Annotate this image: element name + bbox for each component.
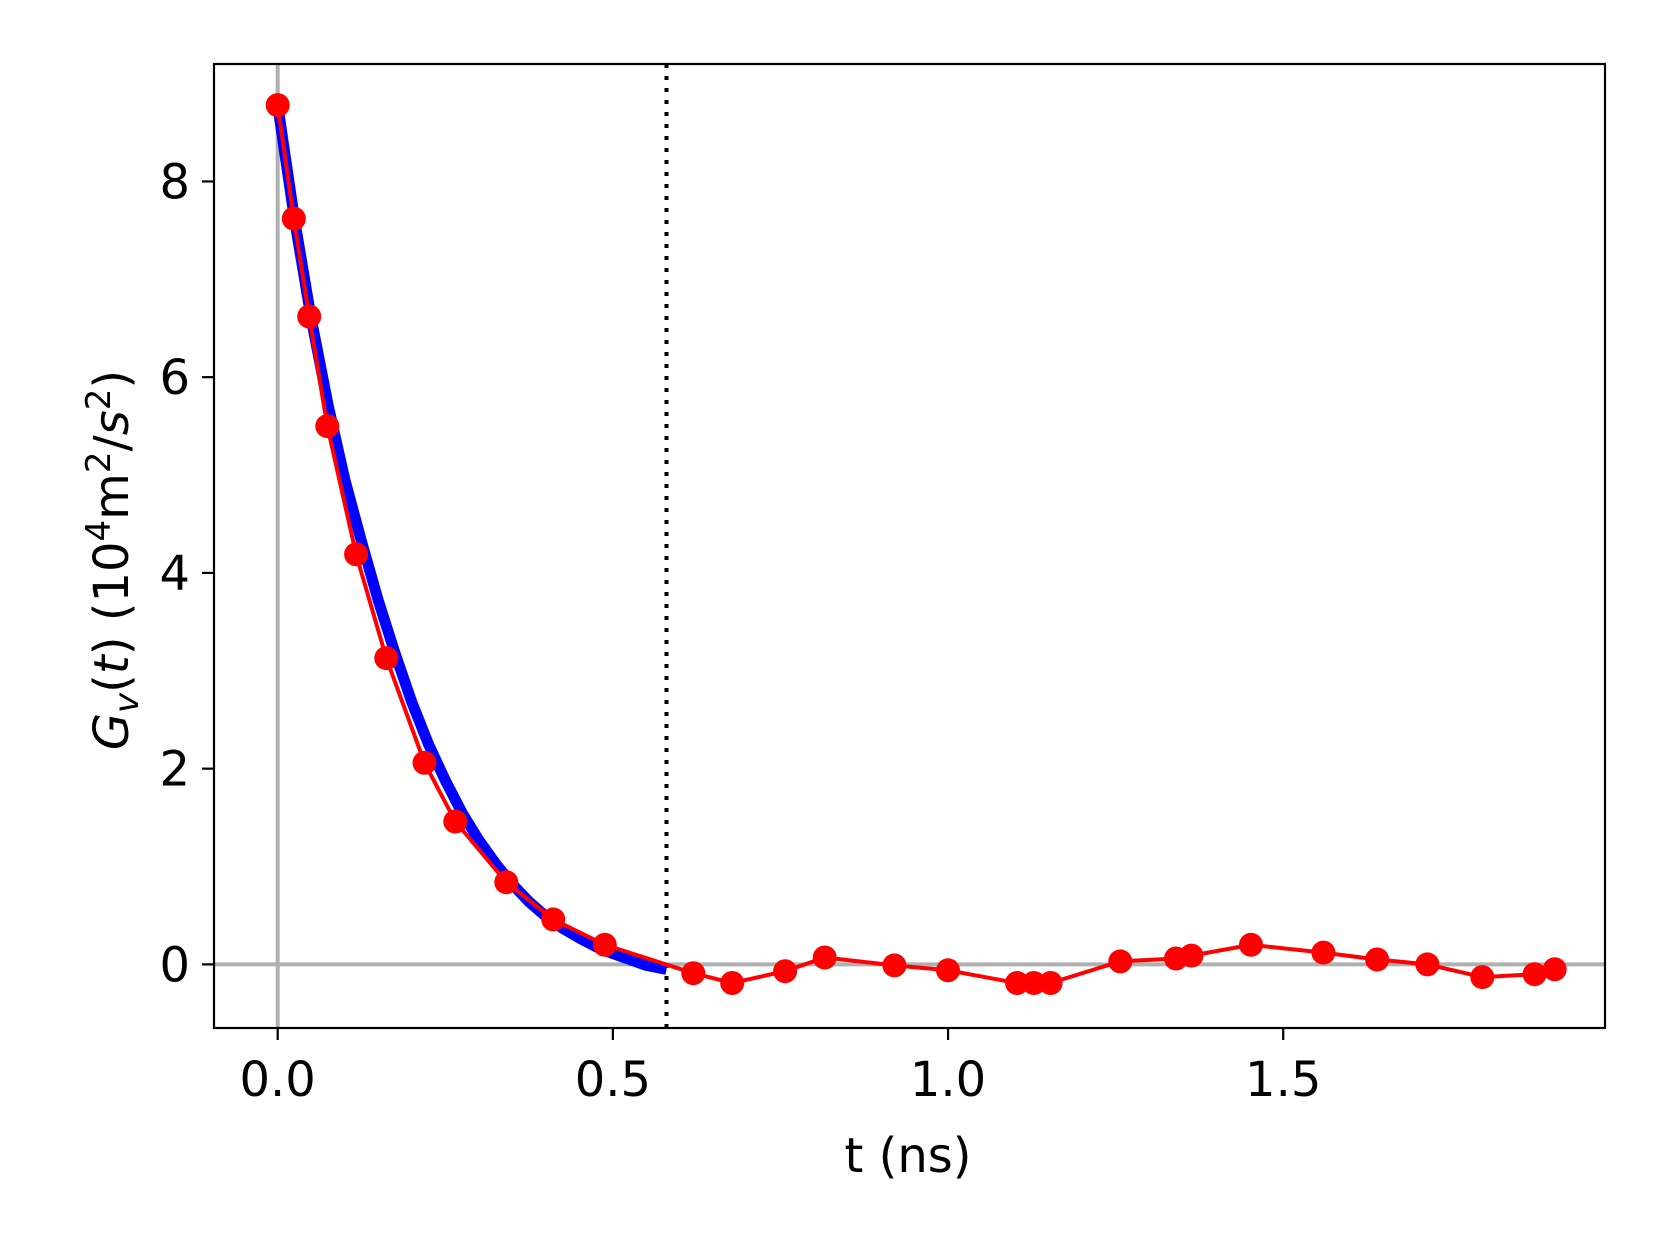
axis-ticks: 0.0 0.5 1.0 1.5 0 2 4 6 8: [159, 154, 1321, 1108]
y-label-unit-exponent-2: 2: [79, 451, 119, 473]
data-point: [412, 750, 437, 775]
y-tick-label: 8: [159, 154, 190, 210]
x-tick-label: 1.0: [910, 1052, 986, 1108]
data-point: [1239, 932, 1263, 957]
data-point: [1542, 957, 1567, 982]
data-point: [720, 971, 745, 995]
y-label-unit-slash: /: [84, 434, 140, 451]
data-point: [1108, 949, 1133, 974]
y-label-unit-s: s: [84, 410, 140, 435]
y-tick-label: 2: [159, 742, 190, 798]
data-point: [936, 958, 960, 983]
data-point: [443, 809, 468, 834]
data-point: [1005, 971, 1030, 995]
x-tick-label: 0.5: [575, 1052, 651, 1108]
data-point: [1179, 943, 1204, 968]
data-point: [681, 961, 706, 986]
y-tick-label: 0: [159, 937, 190, 993]
data-point: [1021, 971, 1046, 995]
y-label-subscript: v: [107, 692, 147, 713]
data-point: [1470, 965, 1495, 990]
data-point: [1415, 952, 1440, 977]
data-point: [281, 206, 306, 231]
plot-area: [265, 93, 1567, 995]
y-axis-label: Gv(t) (104m2/s2): [79, 370, 147, 750]
y-label-paren-open: (: [84, 674, 140, 693]
y-label-symbol: G: [84, 713, 140, 750]
data-point: [297, 304, 322, 329]
data-point: [494, 870, 519, 895]
data-point: [812, 945, 837, 970]
y-label-unit-exponent-3: 2: [79, 389, 119, 411]
data-point: [1365, 947, 1390, 972]
y-label-unit-close: ): [84, 370, 140, 389]
y-label-unit-m: m: [84, 473, 140, 520]
data-point: [1311, 940, 1336, 965]
data-point: [265, 93, 290, 118]
data-point: [1522, 962, 1547, 987]
y-label-unit-open: (10: [84, 541, 140, 636]
y-tick-label: 4: [159, 546, 190, 602]
x-axis-label: t (ns): [845, 1128, 972, 1184]
axes-frame: [212, 62, 1607, 1030]
y-label-variable: t: [84, 653, 140, 674]
y-label-unit-exponent-1: 4: [79, 520, 119, 542]
data-point: [592, 932, 617, 957]
data-point: [541, 907, 566, 932]
data-point: [344, 542, 369, 567]
data-point: [882, 953, 907, 978]
data-point: [315, 414, 340, 439]
data-point: [773, 959, 798, 984]
data-point: [374, 646, 399, 671]
y-label-paren-close: ): [84, 637, 140, 656]
y-tick-label: 6: [159, 350, 190, 406]
data-point: [1038, 971, 1063, 995]
x-tick-label: 0.0: [240, 1052, 316, 1108]
x-tick-label: 1.5: [1245, 1052, 1321, 1108]
